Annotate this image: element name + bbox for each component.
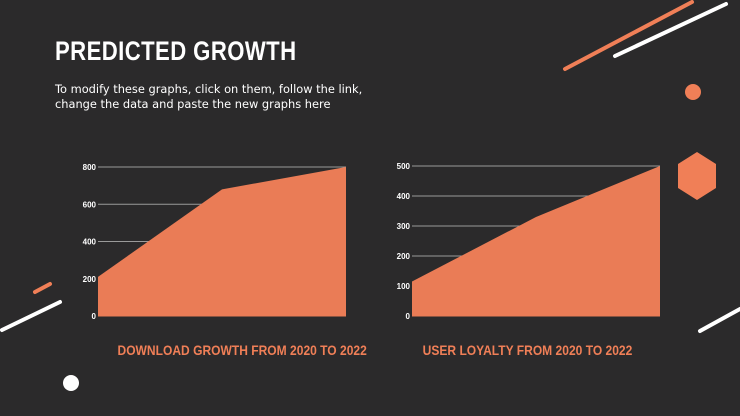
chart-caption-user-loyalty: USER LOYALTY FROM 2020 TO 2022 bbox=[422, 342, 633, 358]
y-tick-label: 800 bbox=[83, 163, 97, 172]
y-tick-label: 600 bbox=[83, 200, 97, 209]
chart-caption-download-growth: DOWNLOAD GROWTH FROM 2020 TO 2022 bbox=[117, 342, 367, 358]
y-tick-label: 400 bbox=[397, 192, 411, 201]
y-tick-label: 0 bbox=[92, 312, 97, 321]
y-tick-label: 0 bbox=[406, 312, 411, 321]
deco-line-top-orange bbox=[563, 0, 694, 71]
subtitle-line: change the data and paste the new graphs… bbox=[55, 97, 331, 111]
y-tick-label: 200 bbox=[397, 252, 411, 261]
page-subtitle: To modify these graphs, click on them, f… bbox=[55, 82, 385, 112]
y-tick-label: 200 bbox=[83, 275, 97, 284]
y-tick-label: 400 bbox=[83, 238, 97, 247]
area-series[interactable] bbox=[412, 166, 660, 316]
y-tick-label: 500 bbox=[397, 162, 411, 171]
y-tick-label: 100 bbox=[397, 282, 411, 291]
y-tick-label: 300 bbox=[397, 222, 411, 231]
area-series[interactable] bbox=[98, 167, 346, 316]
deco-line-left-orange bbox=[33, 282, 52, 294]
deco-dot-orange bbox=[685, 84, 701, 100]
page-title: PREDICTED GROWTH bbox=[55, 36, 297, 66]
deco-hexagon bbox=[678, 152, 716, 200]
deco-line-top-white bbox=[613, 2, 728, 58]
subtitle-line: To modify these graphs, click on them, f… bbox=[55, 82, 363, 96]
deco-line-left-white bbox=[0, 300, 62, 332]
deco-line-right-white bbox=[698, 307, 740, 333]
deco-dot-white bbox=[63, 375, 79, 391]
